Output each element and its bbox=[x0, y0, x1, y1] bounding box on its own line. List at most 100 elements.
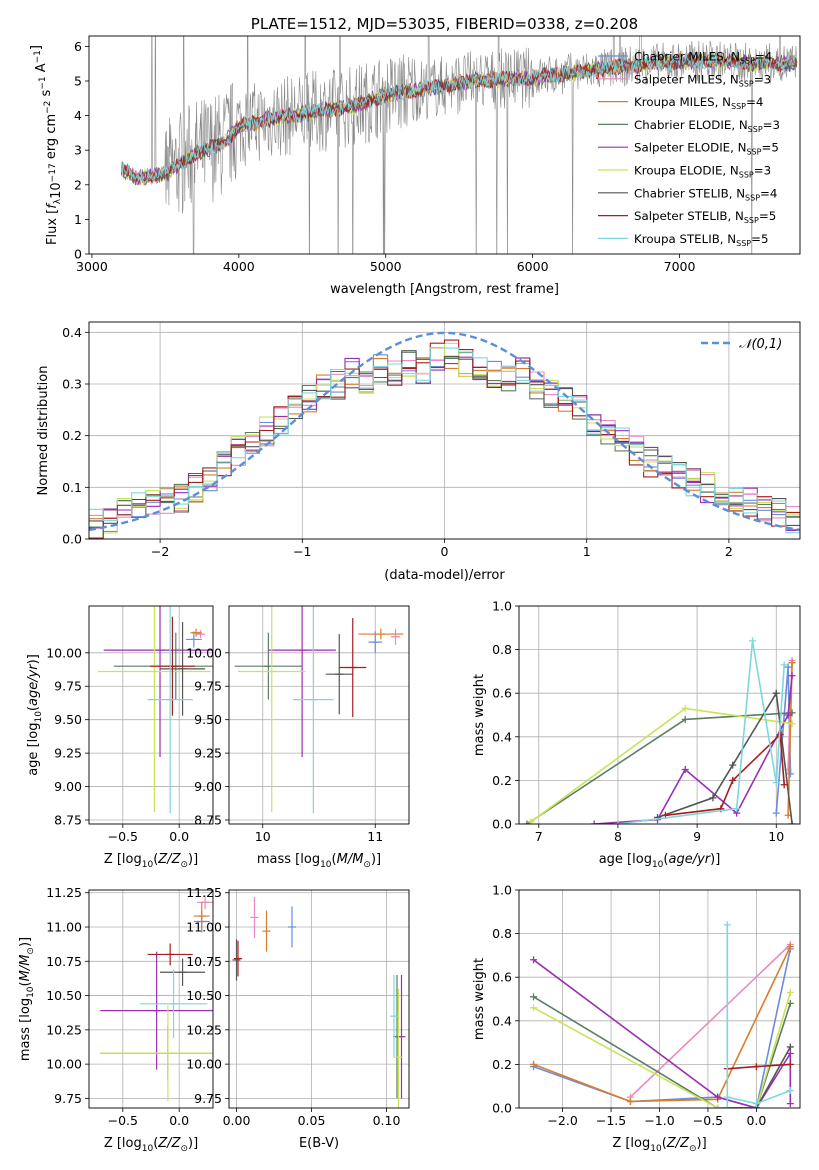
weight-vs-age-point-marker bbox=[772, 689, 780, 697]
age-vs-mass-point bbox=[268, 606, 336, 758]
spectrum-model-line bbox=[120, 51, 797, 185]
weight-vs-age-xtick-label: 10 bbox=[768, 829, 784, 844]
spectrum-ytick-label: 5 bbox=[74, 73, 82, 88]
mass-vs-Z-axes: −0.5 0.0 9.75 10.00 10.25 10.50 10.75 11.00 11.2… bbox=[46, 885, 213, 1128]
weight-vs-Z-series-line bbox=[533, 959, 792, 1108]
spectrum-ytick-label: 6 bbox=[74, 39, 82, 54]
age-vs-mass-ytick-label: 9.50 bbox=[194, 712, 222, 727]
weight-vs-Z-point-marker bbox=[530, 1004, 538, 1012]
weight-vs-age-point-marker bbox=[784, 663, 792, 671]
spectrum-ytick-label: 1 bbox=[74, 212, 82, 227]
age-vs-mass-point bbox=[368, 631, 382, 653]
weight-vs-Z-series-line bbox=[533, 946, 792, 1103]
mass-vs-Z-ytick-label: 10.25 bbox=[46, 1022, 82, 1037]
spectrum-ylabel: Flux [fλ10−17 erg cm−2 s−1 A−1] bbox=[29, 45, 64, 245]
mass-vs-EBV-point bbox=[262, 910, 271, 952]
weight-vs-age-point-marker bbox=[772, 779, 780, 787]
legend-label: Chabrier ELODIE, NSSP=3 bbox=[634, 118, 780, 134]
mass-vs-Z-ytick-label: 11.25 bbox=[46, 885, 82, 900]
mass-vs-EBV-frame bbox=[228, 889, 410, 1109]
weight-vs-age-point-marker bbox=[788, 659, 796, 667]
age-vs-mass-point bbox=[339, 618, 367, 718]
spectrum-plot-area bbox=[120, 36, 798, 254]
weight-vs-Z-xtick-label: −0.5 bbox=[693, 1113, 723, 1128]
age-vs-Z-point bbox=[149, 616, 195, 716]
gaussian-reference-curve bbox=[89, 331, 800, 532]
age-vs-mass-point bbox=[358, 628, 404, 640]
age-vs-mass-point bbox=[238, 606, 306, 812]
weight-vs-age-series-line bbox=[617, 640, 785, 824]
weight-vs-age-plot-area bbox=[523, 637, 796, 824]
spectrum-legend: Chabrier MILES, NSSP=4 Salpeter MILES, NS… bbox=[598, 50, 780, 248]
legend-label: Chabrier MILES, NSSP=4 bbox=[634, 50, 772, 66]
weight-vs-Z-series-line bbox=[726, 924, 791, 1108]
age-vs-Z-xtick-label: −0.5 bbox=[108, 829, 138, 844]
weight-vs-age-point-marker bbox=[527, 818, 535, 824]
age-vs-Z-point bbox=[103, 606, 213, 758]
mass-vs-EBV-ytick-label: 9.75 bbox=[194, 1091, 222, 1106]
spectrum-ytick-label: 2 bbox=[74, 177, 82, 192]
weight-vs-Z-xtick-label: −1.0 bbox=[644, 1113, 674, 1128]
weight-vs-Z-series-line bbox=[533, 992, 792, 1108]
spectrum-frame bbox=[88, 35, 801, 255]
weight-vs-Z-series-line bbox=[533, 996, 792, 1108]
mass-vs-Z-ylabel: mass [log10(M/M⊙)] bbox=[18, 937, 36, 1061]
weight-vs-Z-point-marker bbox=[786, 1100, 794, 1108]
weight-vs-age-ytick-label: 0.2 bbox=[492, 773, 512, 788]
age-vs-mass-ytick-label: 9.00 bbox=[194, 779, 222, 794]
spectrum-ytick-label: 3 bbox=[74, 143, 82, 158]
age-vs-Z-frame bbox=[88, 605, 214, 825]
weight-vs-age-point-marker bbox=[729, 776, 737, 784]
weight-vs-age-point-marker bbox=[784, 711, 792, 719]
weight-vs-Z-frame bbox=[518, 889, 801, 1109]
legend-label: Chabrier STELIB, NSSP=4 bbox=[634, 186, 777, 202]
weight-vs-Z-plot-area bbox=[530, 921, 794, 1108]
weight-vs-age-series-line bbox=[530, 707, 793, 823]
weight-vs-age-axes: 7 8 9 10 0.0 0.2 0.4 0.6 0.8 1.0 bbox=[492, 599, 800, 844]
age-vs-Z-ylabel: age [log10(age/yr)] bbox=[26, 654, 44, 776]
residuals-xtick-label: 0 bbox=[441, 544, 449, 559]
weight-vs-Z-point-marker bbox=[530, 1060, 538, 1068]
weight-vs-age-frame bbox=[518, 605, 801, 825]
age-vs-Z-point bbox=[160, 622, 206, 716]
mass-vs-EBV-ytick-label: 11.25 bbox=[186, 885, 222, 900]
weight-vs-age-point-marker bbox=[729, 761, 737, 769]
weight-vs-Z-point-marker bbox=[786, 943, 794, 951]
age-vs-Z-point bbox=[98, 606, 211, 812]
weight-vs-age-point-marker bbox=[614, 820, 622, 824]
residuals-xtick-label: −1 bbox=[293, 544, 311, 559]
age-vs-mass-ytick-label: 10.00 bbox=[186, 645, 222, 660]
age-vs-mass-point bbox=[325, 634, 353, 715]
age-vs-mass-point bbox=[391, 628, 400, 645]
weight-vs-age-point-marker bbox=[709, 794, 717, 802]
weight-vs-age-series-line bbox=[526, 712, 793, 824]
residuals-plot-area bbox=[89, 331, 800, 539]
weight-vs-age-point-marker bbox=[787, 770, 795, 778]
weight-vs-age-point-marker bbox=[590, 820, 598, 824]
residuals-legend-label: 𝒩(0,1) bbox=[739, 337, 782, 352]
weight-vs-Z-ytick-label: 0.2 bbox=[492, 1057, 512, 1072]
weight-vs-Z-point-marker bbox=[752, 1063, 760, 1071]
weight-vs-Z-point-marker bbox=[723, 1093, 731, 1101]
weight-vs-Z-axes: −2.0 −1.5 −1.0 −0.5 0.0 0.0 0.2 0.4 0.6 0.8 1.0 bbox=[492, 883, 800, 1128]
spectrum-ytick-label: 4 bbox=[74, 108, 82, 123]
weight-vs-age-ylabel: mass weight bbox=[472, 674, 487, 756]
mass-vs-EBV-point bbox=[234, 940, 242, 977]
mass-vs-Z-ytick-label: 10.75 bbox=[46, 954, 82, 969]
residuals-axes: −2 −1 0 1 2 0.0 0.1 0.2 0.3 0.4 bbox=[62, 322, 800, 559]
age-vs-mass-xtick-label: 10 bbox=[255, 829, 271, 844]
residuals-xtick-label: 1 bbox=[583, 544, 591, 559]
weight-vs-Z-ytick-label: 1.0 bbox=[492, 883, 512, 898]
weight-vs-Z-series-line bbox=[727, 1046, 791, 1108]
age-vs-Z-point bbox=[196, 630, 206, 639]
mass-vs-Z-point bbox=[193, 902, 210, 930]
weight-vs-age-point-marker bbox=[788, 720, 796, 728]
weight-vs-Z-ytick-label: 0.0 bbox=[492, 1101, 512, 1116]
mass-vs-EBV-ytick-label: 10.75 bbox=[186, 954, 222, 969]
weight-vs-Z-ylabel: mass weight bbox=[472, 958, 487, 1040]
weight-vs-age-xtick-label: 7 bbox=[535, 829, 543, 844]
legend-label: Salpeter STELIB, NSSP=5 bbox=[634, 209, 776, 225]
weight-vs-Z-point-marker bbox=[530, 956, 538, 964]
weight-vs-age-ytick-label: 0.4 bbox=[492, 729, 512, 744]
age-vs-Z-plot-area bbox=[98, 606, 213, 814]
